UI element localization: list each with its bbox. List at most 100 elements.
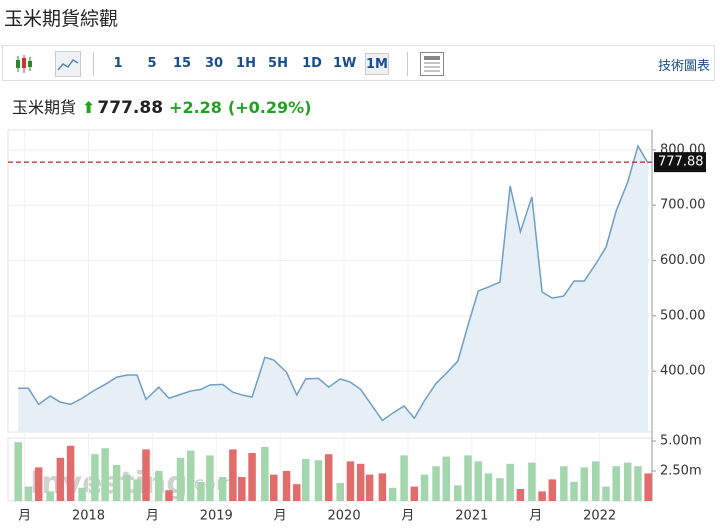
separator [407,52,408,76]
volume-bar [91,454,99,501]
y-tick-label: 500.00 [660,308,706,323]
volume-tick-label: 5.00m [660,434,702,449]
page-title: 玉米期貨綜觀 [4,8,119,30]
volume-bar [410,486,419,501]
volume-bar [560,466,568,501]
volume-bar [218,477,227,501]
candle-icon[interactable] [13,53,35,75]
volume-bar [248,453,256,501]
volume-bar [580,467,589,501]
volume-bar [155,471,163,501]
x-tick-label: 月 [146,509,159,524]
volume-bar [133,479,141,501]
up-arrow: ⬆ [82,98,96,117]
volume-bar [528,462,536,501]
x-tick-label: 月 [529,509,542,524]
quote: 玉米期貨 ⬆ 777.88 +2.28 (+0.29%) [12,94,317,118]
last-price-box [654,152,706,173]
interval-button[interactable]: 1W [333,56,357,71]
volume-bar [388,487,397,501]
volume-bar [229,449,237,501]
volume-bar [197,481,205,501]
volume-bar [378,473,387,501]
volume-bar [454,485,462,501]
volume-bar [484,473,493,501]
volume-bar [442,456,451,501]
interval-button[interactable]: 1H [236,56,256,71]
x-tick-label: 2021 [455,509,488,524]
x-tick-label: 2020 [328,509,361,524]
volume-bar [14,442,22,501]
volume-bar [420,474,429,501]
volume-bar [301,459,310,501]
volume-bar [506,463,514,501]
volume-bar [548,479,557,501]
volume-bar [592,461,600,501]
volume-bar [293,484,301,501]
toolbar: 1 5 15 30 1H 5H 1D 1W 1M 技術圖表 [2,45,715,81]
volume-bar [538,491,546,501]
volume-bar [34,467,43,501]
volume-bar [496,478,504,501]
separator [93,52,94,76]
price-line [18,144,649,422]
volume-bar [186,450,195,501]
volume-bar [165,490,173,501]
volume-bar [346,461,355,501]
interval-button[interactable]: 15 [172,56,192,71]
line-icon[interactable] [55,51,81,77]
volume-bar [24,486,33,501]
volume-bar [206,455,214,501]
volume-bar [602,486,610,501]
volume-bar [612,466,620,501]
interval-button[interactable]: 5H [268,56,288,71]
volume-bar [56,457,65,501]
volume-bar [324,454,333,501]
volume-bar [356,463,365,501]
volume-bar [142,449,150,501]
volume-bar [238,477,246,501]
volume-bar [112,465,121,501]
volume-bar [623,462,632,501]
volume-bar [336,483,344,501]
volume-bar [261,447,269,501]
x-tick-label: 2022 [583,509,616,524]
interval-button[interactable]: 30 [204,56,224,71]
volume-bar [474,461,482,501]
x-tick-label: 月 [18,509,31,524]
technical-chart-link[interactable]: 技術圖表 [657,59,710,74]
volume-bar [78,487,86,501]
quote-name: 玉米期貨 [12,98,77,117]
volume-bar [400,455,408,501]
volume-bar [101,448,109,501]
volume-bar [66,445,75,501]
y-tick-label: 700.00 [660,198,706,213]
volume-bar [516,489,525,501]
x-tick-label: 月 [274,509,287,524]
volume-bar [176,457,185,501]
volume-bar [46,491,54,501]
volume-bar [570,481,578,501]
volume-bar [123,474,131,501]
volume-bar [314,460,323,501]
y-tick-label: 400.00 [660,364,706,379]
volume-bar [432,466,440,501]
x-tick-label: 月 [401,509,414,524]
interval-button[interactable]: 5 [147,56,157,71]
x-tick-label: 2018 [72,509,105,524]
volume-bar [644,473,652,501]
volume-bar [634,466,642,501]
quote-price: 777.88 [97,98,164,118]
quote-change: +2.28 [169,98,222,117]
interval-button[interactable]: 1M [365,53,389,75]
volume-bar [365,474,374,501]
x-tick-label: 2019 [200,509,233,524]
interval-button[interactable]: 1 [113,56,123,71]
interval-button[interactable]: 1D [302,56,322,71]
quote-change-pct: (+0.29%) [227,98,312,117]
y-tick-label: 600.00 [660,253,706,268]
table-icon[interactable] [419,51,445,77]
volume-bar [464,455,472,501]
